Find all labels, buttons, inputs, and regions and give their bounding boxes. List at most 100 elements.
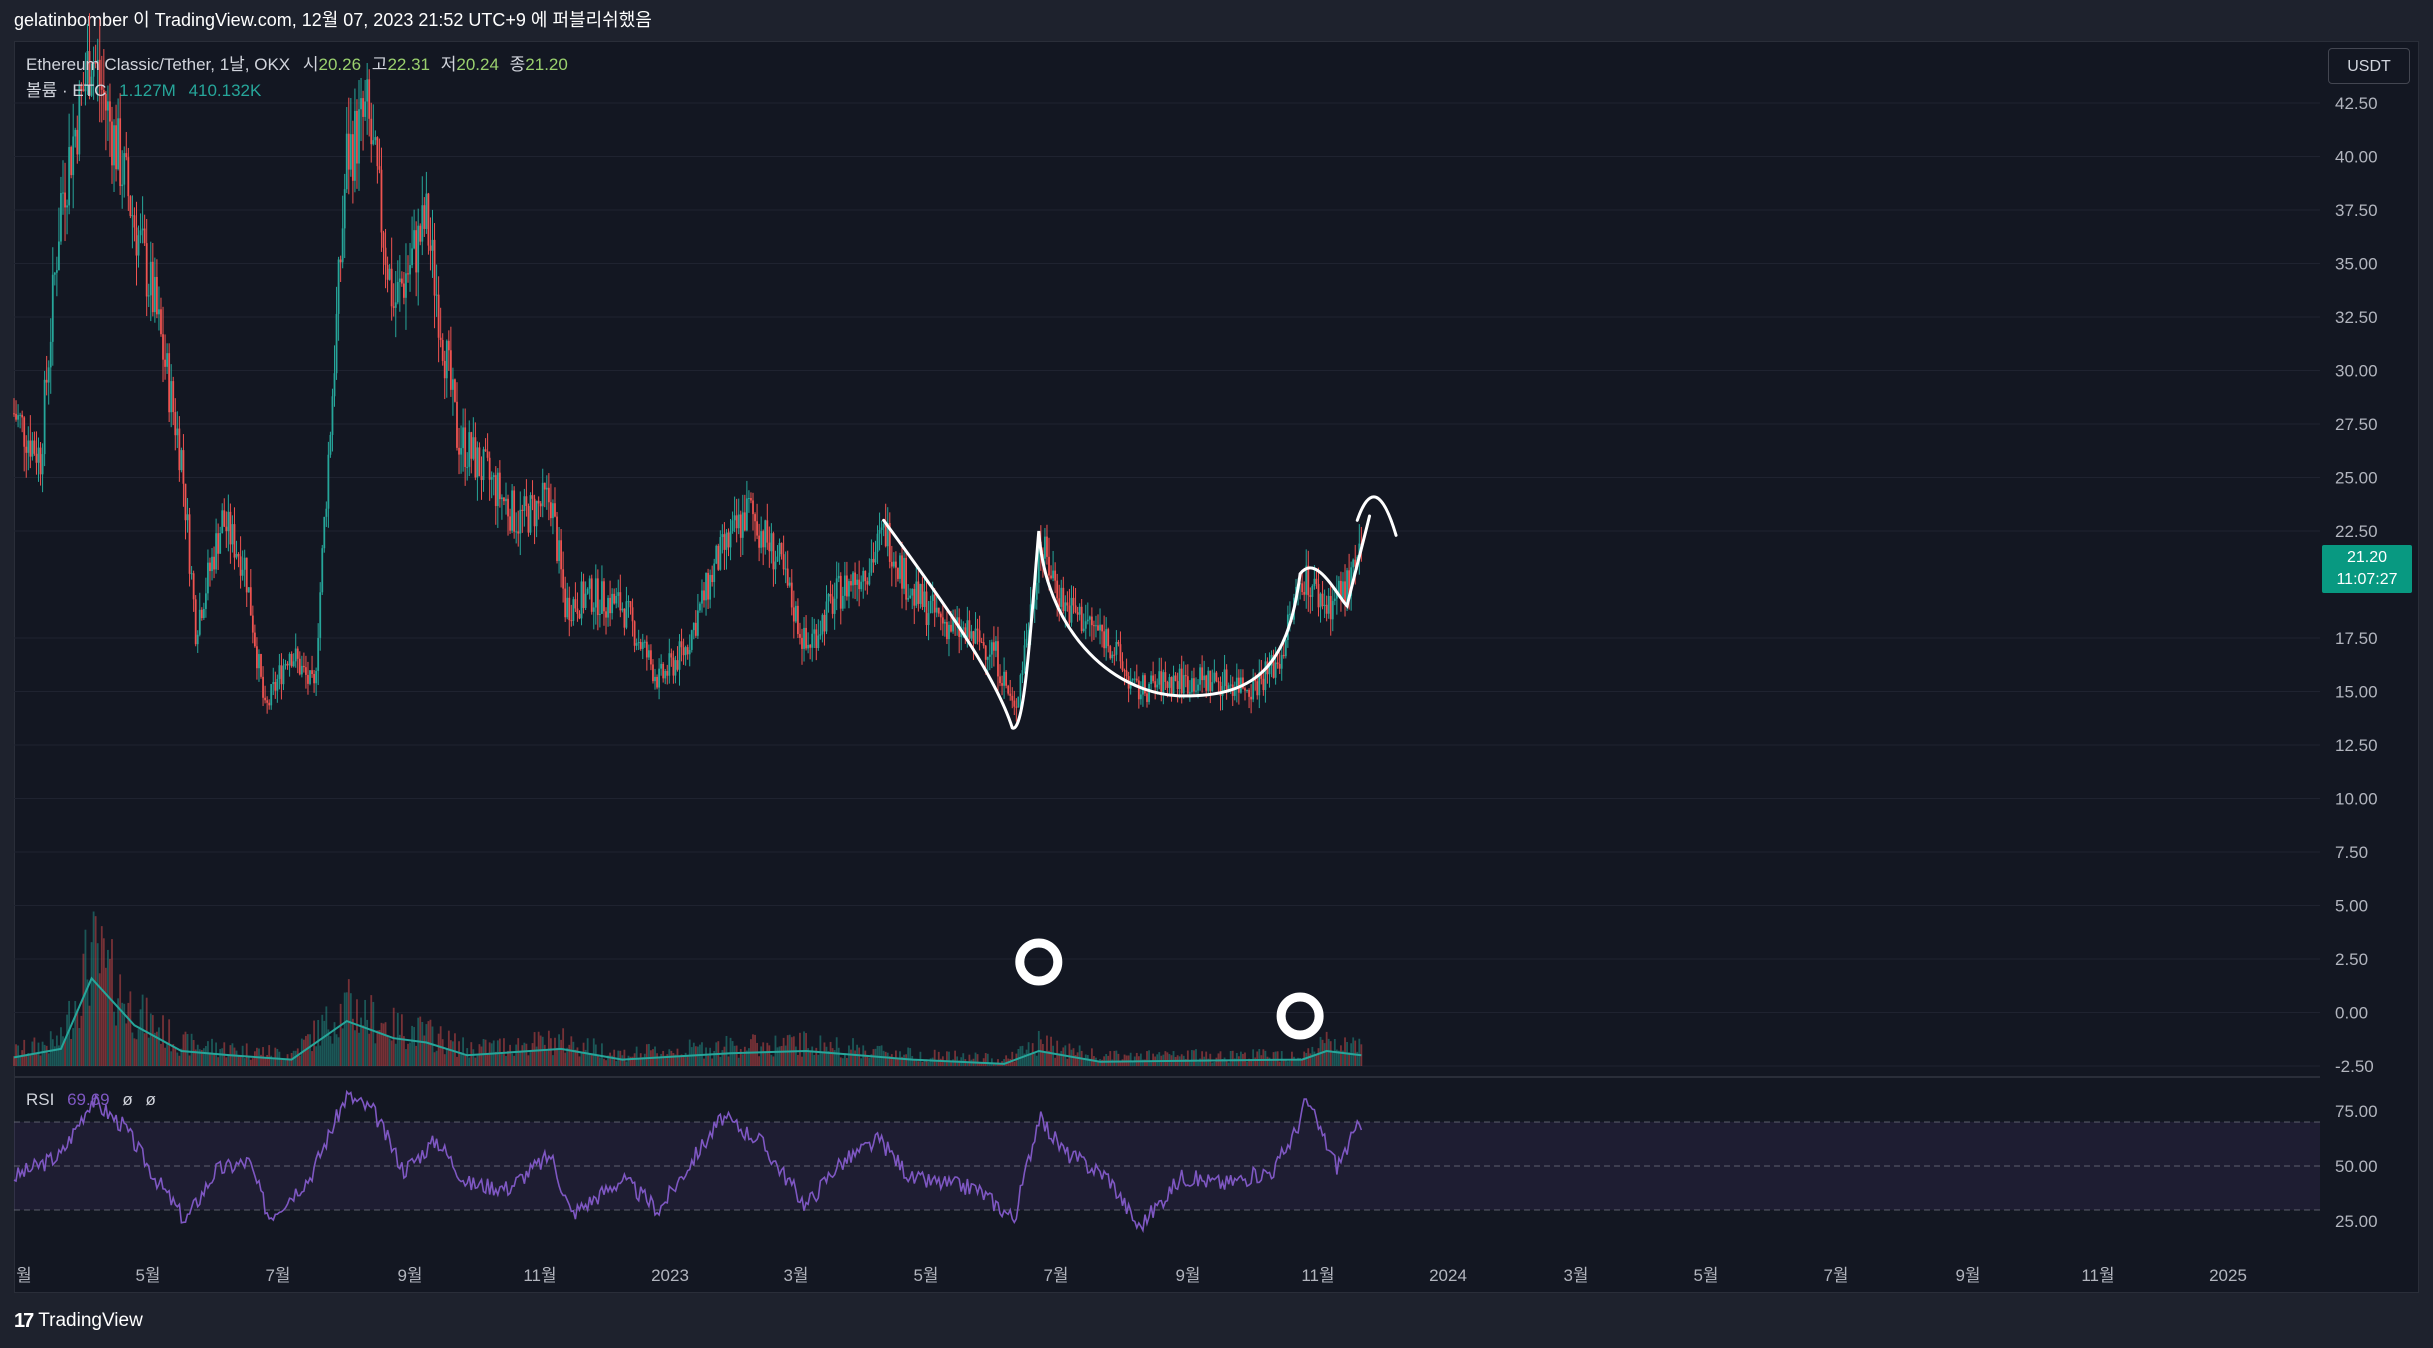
time-tick-label: 11월 (2081, 1266, 2114, 1285)
candle-body (990, 642, 993, 655)
volume-bar (1313, 1051, 1316, 1066)
candle-body (449, 350, 452, 390)
candle-body (613, 593, 616, 604)
volume-bar (1293, 1056, 1295, 1066)
volume-bar (415, 1045, 418, 1066)
volume-bar (801, 1056, 803, 1066)
price-axis[interactable]: 42.50 40.00 37.50 35.00 32.50 30.00 27.50 25.00… (2335, 94, 2378, 1076)
volume-bar (1205, 1051, 1208, 1066)
chart-frame[interactable] (14, 41, 2419, 1293)
volume-bar (102, 938, 105, 1066)
candle-body (1099, 624, 1101, 631)
candle-body (1209, 670, 1212, 691)
volume-bar (988, 1063, 991, 1066)
time-axis[interactable]: 월 5월 7월 9월 11월 2023 3월 5월 7월 9월 11월 2024 3월 5월 7월 9월 11월… (16, 1266, 2247, 1285)
candle-body (1017, 696, 1020, 708)
volume-bar (768, 1045, 771, 1066)
candle-body (109, 101, 111, 122)
candle-body (764, 520, 767, 548)
volume-bar (743, 1046, 746, 1066)
candle-body (202, 608, 205, 619)
candle-body (682, 647, 685, 656)
candle-body (490, 477, 493, 480)
user-drawings (882, 495, 1398, 1040)
candle-body (662, 663, 665, 679)
currency-button[interactable]: USDT (2328, 48, 2410, 84)
volume-bar (298, 1055, 301, 1066)
candle-body (413, 230, 416, 249)
candle-body (833, 598, 836, 614)
volume-bar (909, 1048, 912, 1066)
volume-bar (658, 1056, 660, 1066)
candle-body (1101, 624, 1103, 632)
volume-bar (1207, 1058, 1210, 1066)
candle-body (1066, 602, 1069, 606)
candle-body (860, 581, 863, 590)
volume-bar (1113, 1050, 1116, 1066)
rsi-label[interactable]: RSI (26, 1090, 55, 1109)
volume-bar (335, 1034, 338, 1066)
candle-body (711, 574, 714, 583)
volume-bar (435, 1050, 438, 1066)
candle-body (347, 133, 350, 170)
volume-bar (64, 1038, 66, 1066)
volume-bar (954, 1050, 957, 1066)
volume-bar (174, 1048, 177, 1066)
publish-header: gelatinbomber 이 TradingView.com, 12월 07,… (0, 0, 2433, 41)
volume-bar (1025, 1049, 1028, 1066)
candle-body (27, 440, 30, 453)
candle-body (905, 557, 908, 600)
candle-body (968, 620, 971, 639)
candle-body (513, 490, 516, 532)
volume-bar (562, 1028, 565, 1066)
time-tick-label: 5월 (1693, 1266, 1718, 1285)
volume-bar (351, 1018, 354, 1066)
volume-bar (305, 1035, 307, 1066)
volume-bar (1052, 1045, 1054, 1066)
candle-body (799, 634, 801, 638)
candle-body (1052, 570, 1054, 579)
candle-body (694, 622, 697, 636)
candle-body (635, 643, 638, 646)
candle-body (182, 450, 185, 484)
candle-body (62, 192, 64, 194)
candle-body (776, 556, 779, 562)
candle-body (49, 341, 52, 368)
volume-ma-line (13, 976, 1362, 1065)
candle-body (643, 641, 646, 643)
candle-body (601, 581, 603, 614)
volume-bar (111, 939, 113, 1066)
candle-body (668, 653, 671, 676)
volume-bar (864, 1050, 867, 1066)
volume-bar (505, 1056, 507, 1066)
candle-body (1182, 675, 1185, 694)
rsi-axis[interactable]: 75.00 50.00 25.00 (2335, 1102, 2378, 1231)
footer-brand[interactable]: TradingView (38, 1310, 143, 1331)
candle-body (737, 514, 740, 529)
candle-body (705, 572, 707, 601)
candle-body (531, 495, 534, 499)
candle-body (1144, 675, 1146, 694)
candle-body (913, 588, 916, 606)
volume-bar (1227, 1062, 1230, 1066)
candle-body (829, 593, 832, 597)
candle-body (745, 498, 748, 531)
candle-body (892, 561, 895, 567)
candle-body (396, 282, 399, 303)
candle-body (25, 446, 28, 453)
candle-body (821, 614, 824, 635)
candle-body (51, 274, 54, 342)
rsi-band (14, 1076, 2320, 1211)
candle-body (1170, 677, 1173, 694)
volume-bar (180, 1048, 183, 1066)
volume-bar (333, 1022, 336, 1066)
volume-bar (933, 1049, 936, 1066)
volume-bar (211, 1038, 213, 1066)
volume-bar (709, 1047, 712, 1066)
volume-bar (886, 1052, 889, 1066)
volume-bar (825, 1046, 828, 1066)
tradingview-logo-icon[interactable]: 17 (14, 1309, 34, 1332)
candle-body (503, 497, 505, 502)
candle-body (72, 136, 75, 176)
